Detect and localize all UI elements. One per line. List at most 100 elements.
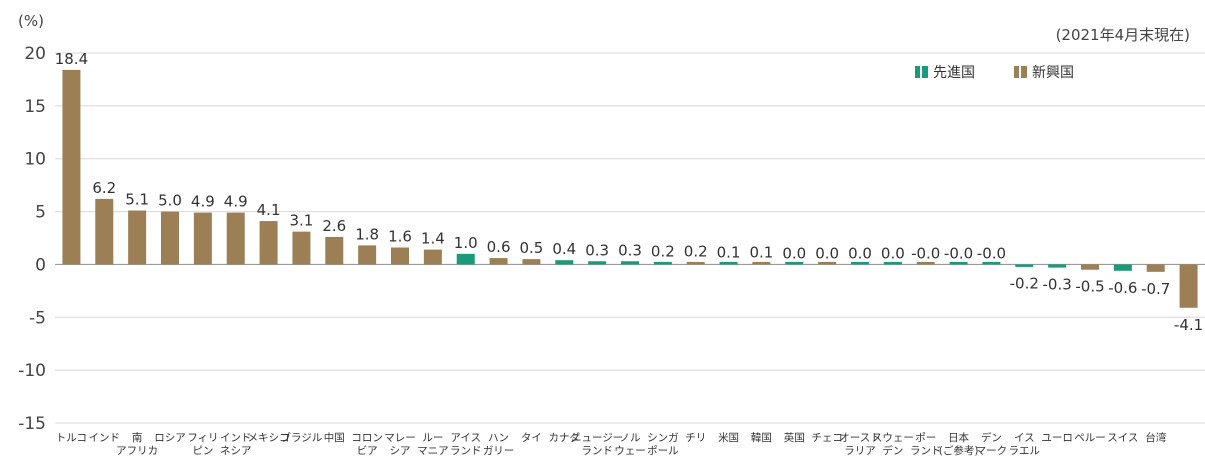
value-label: 0.2 xyxy=(684,242,708,260)
bar xyxy=(1113,264,1132,271)
x-tick-label: ニュージー xyxy=(571,432,623,444)
value-label: 0.0 xyxy=(815,244,839,262)
bar xyxy=(292,231,311,265)
x-tick-label: マーク xyxy=(976,445,1008,457)
x-tick-label: ポール xyxy=(647,445,679,457)
x-tick-label: ピン xyxy=(192,445,213,457)
bar xyxy=(719,261,738,265)
value-label: -0.0 xyxy=(911,244,940,262)
bar xyxy=(522,259,541,265)
value-label: 0.0 xyxy=(881,244,905,262)
x-tick-label: デン xyxy=(882,444,903,457)
value-label: 0.0 xyxy=(782,244,806,262)
value-label: 4.9 xyxy=(224,193,248,211)
value-label: 6.2 xyxy=(92,179,116,197)
x-tick-label: トルコ xyxy=(56,432,87,444)
bar xyxy=(1048,264,1067,268)
x-tick-label: 米国 xyxy=(718,431,739,444)
x-tick-label: フィリ xyxy=(187,432,218,444)
x-tick-label: インド xyxy=(220,432,252,444)
x-tick-label: ロシア xyxy=(154,432,186,444)
x-tick-label: ビア xyxy=(357,445,378,457)
legend-swatch-emerging xyxy=(1014,66,1019,78)
x-tick-label: ハン xyxy=(488,432,509,444)
value-label: 2.6 xyxy=(322,217,346,235)
bar xyxy=(128,210,147,265)
x-tick-label: ペルー xyxy=(1074,432,1106,444)
bar xyxy=(686,261,705,265)
value-label: 0.3 xyxy=(585,241,609,259)
x-tick-label: 日本 xyxy=(948,431,969,444)
y-unit-label: (%) xyxy=(18,12,44,30)
x-tick-label: オースト xyxy=(839,432,880,444)
bar xyxy=(555,260,574,265)
legend-item-emerging: 新興国 xyxy=(1014,65,1074,81)
bar xyxy=(391,247,409,265)
y-axis: 20 15 10 5 0 -5 -10 -15 xyxy=(18,44,46,434)
value-label: 4.1 xyxy=(257,201,281,219)
x-tick-label: ランド xyxy=(910,445,942,457)
x-tick-label: メキシコ xyxy=(248,432,290,444)
x-tick-label: タイ xyxy=(521,432,542,444)
x-tick-label: シンガ xyxy=(647,432,679,444)
value-label: 0.1 xyxy=(749,243,773,261)
bar xyxy=(785,261,804,265)
legend-swatch-emerging-b xyxy=(1021,66,1027,78)
x-tick-label: チェコ xyxy=(811,432,843,444)
value-label: 0.3 xyxy=(618,241,642,259)
bar xyxy=(226,212,245,265)
y-tick-label: -15 xyxy=(18,414,46,434)
value-label: 18.4 xyxy=(55,50,88,68)
date-note: (2021年4月末現在) xyxy=(1056,26,1190,44)
x-tick-label: ガリー xyxy=(483,445,515,457)
legend-swatch-developed xyxy=(915,66,920,78)
y-tick-label: 0 xyxy=(35,255,46,275)
x-tick-label: 南 xyxy=(132,431,143,444)
value-label: -0.5 xyxy=(1075,278,1104,296)
x-tick-label: ラエル xyxy=(1009,445,1041,457)
legend-label-emerging: 新興国 xyxy=(1032,65,1074,81)
bar xyxy=(1146,264,1165,272)
x-tick-label: インド xyxy=(89,432,121,444)
x-tick-label: イス xyxy=(1014,432,1035,444)
value-label: -0.6 xyxy=(1108,279,1137,297)
bar xyxy=(1179,264,1198,308)
x-tick-label: コロン xyxy=(351,432,383,444)
value-label: 4.9 xyxy=(191,193,215,211)
bar xyxy=(752,261,771,265)
bar xyxy=(588,261,607,265)
value-label: 0.4 xyxy=(552,240,576,258)
bar xyxy=(325,236,344,265)
value-label: 1.8 xyxy=(355,225,379,243)
value-label: 5.1 xyxy=(125,191,149,209)
bar xyxy=(883,261,902,265)
bar xyxy=(259,221,278,265)
bar xyxy=(818,261,837,265)
bar xyxy=(489,258,508,265)
value-label: 0.5 xyxy=(519,239,543,257)
y-tick-label: 5 xyxy=(35,203,46,223)
x-tick-label: ルー xyxy=(422,432,443,444)
x-tick-label: 台湾 xyxy=(1145,431,1167,444)
value-label: -0.0 xyxy=(944,244,973,262)
bar xyxy=(949,261,968,265)
x-tick-label: アフリカ xyxy=(116,445,158,457)
x-tick-label: シア xyxy=(390,445,411,457)
bar xyxy=(982,261,1001,265)
x-tick-label: デン xyxy=(981,431,1002,444)
value-label: 0.6 xyxy=(487,238,511,256)
legend-swatch-developed-b xyxy=(922,66,928,78)
value-label: -4.1 xyxy=(1174,316,1203,334)
value-label: 0.0 xyxy=(848,244,872,262)
y-tick-label: -10 xyxy=(18,361,46,381)
legend: 先進国 新興国 xyxy=(915,65,1074,81)
x-tick-label: スイス xyxy=(1107,432,1138,444)
x-tick-label: アイス xyxy=(450,432,481,444)
value-label: 0.1 xyxy=(717,243,741,261)
value-label: -0.7 xyxy=(1141,280,1170,298)
y-tick-label: 10 xyxy=(24,150,46,170)
x-tick-label: ラリア xyxy=(844,445,876,457)
y-tick-label: 20 xyxy=(24,44,46,64)
